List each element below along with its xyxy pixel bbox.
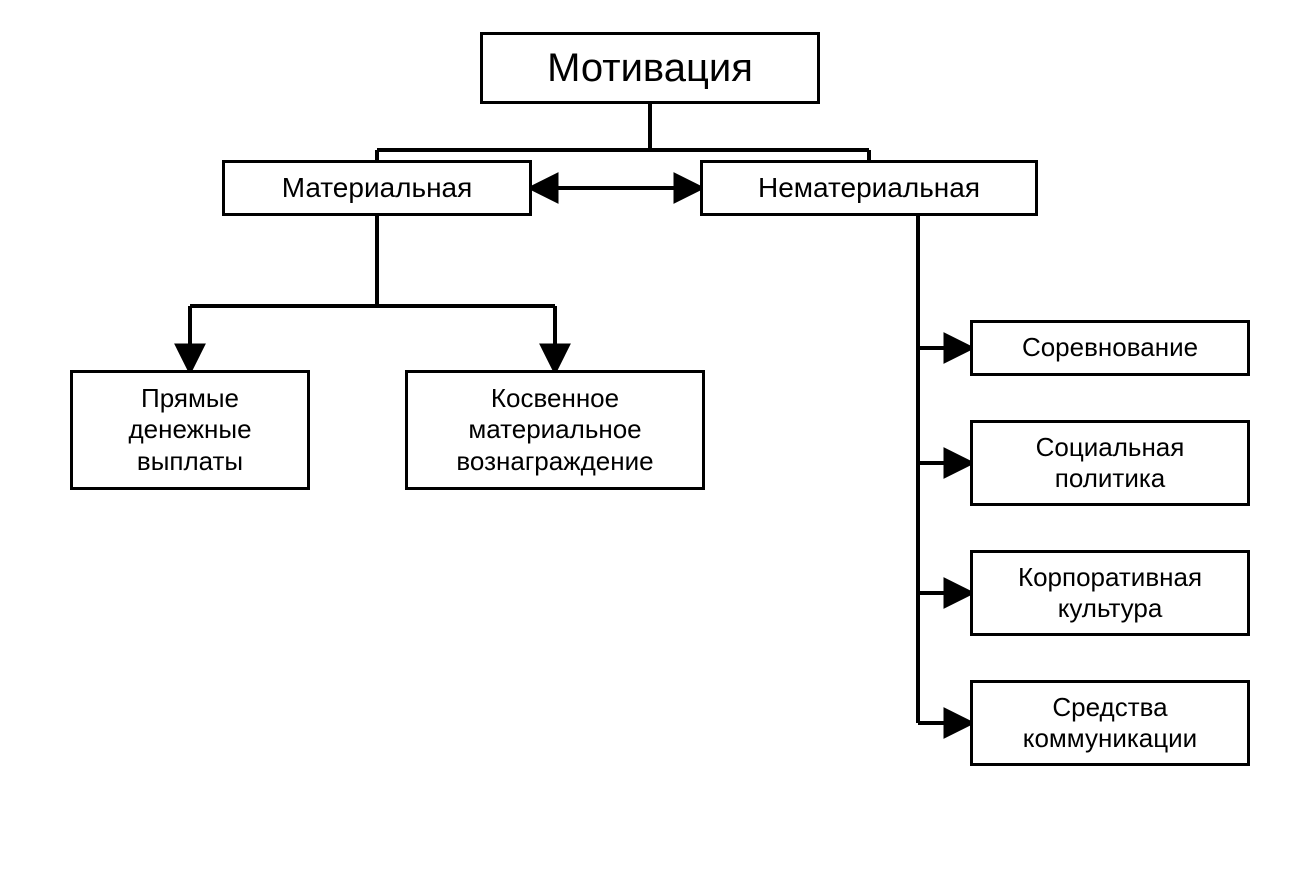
- node-nem_1: Соревнование: [970, 320, 1250, 376]
- node-mat_b: Косвенное материальное вознаграждение: [405, 370, 705, 490]
- node-mat_a: Прямые денежные выплаты: [70, 370, 310, 490]
- node-nemat: Нематериальная: [700, 160, 1038, 216]
- node-root: Мотивация: [480, 32, 820, 104]
- node-nem_2: Социальная политика: [970, 420, 1250, 506]
- node-nem_4: Средства коммуникации: [970, 680, 1250, 766]
- node-nem_3: Корпоративная культура: [970, 550, 1250, 636]
- node-mat: Материальная: [222, 160, 532, 216]
